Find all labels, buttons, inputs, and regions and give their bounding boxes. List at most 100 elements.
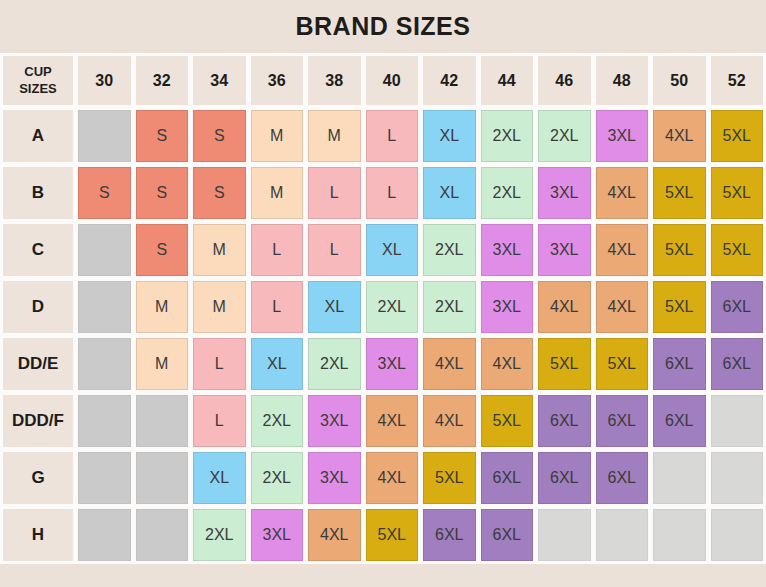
size-cell: M [136,338,189,390]
band-size-header-cell: 32 [136,56,189,105]
empty-cell [538,509,591,561]
size-cell: 4XL [596,281,649,333]
size-cell: XL [193,452,246,504]
empty-cell [711,509,764,561]
size-cell: M [308,110,361,162]
size-cell: 6XL [711,338,764,390]
size-cell: 6XL [481,452,534,504]
empty-cell [78,395,131,447]
cup-size-label-cell: A [3,110,73,162]
size-cell: XL [423,167,476,219]
empty-cell [78,281,131,333]
size-cell: 4XL [366,395,419,447]
size-cell: 6XL [711,281,764,333]
size-cell: 6XL [596,395,649,447]
size-cell: 3XL [538,167,591,219]
empty-cell [78,452,131,504]
size-cell: 3XL [308,395,361,447]
size-cell: L [193,395,246,447]
band-size-header-cell: 50 [653,56,706,105]
size-cell: M [251,110,304,162]
band-size-header-cell: 30 [78,56,131,105]
empty-cell [136,509,189,561]
size-cell: 3XL [596,110,649,162]
size-cell: XL [423,110,476,162]
size-cell: M [193,224,246,276]
band-size-header-cell: 44 [481,56,534,105]
size-cell: S [136,110,189,162]
size-cell: 3XL [481,224,534,276]
size-cell: 5XL [481,395,534,447]
size-cell: 5XL [711,110,764,162]
size-cell: 4XL [538,281,591,333]
size-cell: 2XL [193,509,246,561]
band-size-header-cell: 38 [308,56,361,105]
size-cell: 2XL [366,281,419,333]
size-cell: S [136,224,189,276]
size-cell: L [366,110,419,162]
corner-header-cell: CUP SIZES [3,56,73,105]
size-cell: 2XL [423,281,476,333]
size-cell: 5XL [711,167,764,219]
size-cell: 6XL [481,509,534,561]
empty-cell [653,509,706,561]
size-cell: 4XL [308,509,361,561]
cup-size-label-cell: DDD/F [3,395,73,447]
size-cell: 5XL [538,338,591,390]
size-cell: 5XL [653,281,706,333]
size-cell: 6XL [538,452,591,504]
empty-cell [136,452,189,504]
size-cell: 2XL [538,110,591,162]
size-cell: 4XL [423,395,476,447]
size-cell: 3XL [308,452,361,504]
band-size-header-cell: 40 [366,56,419,105]
page-title: BRAND SIZES [296,12,471,41]
size-cell: XL [366,224,419,276]
size-cell: 4XL [366,452,419,504]
size-cell: 5XL [423,452,476,504]
cup-size-label-cell: H [3,509,73,561]
size-cell: M [136,281,189,333]
size-cell: 6XL [423,509,476,561]
empty-cell [78,509,131,561]
size-cell: L [251,224,304,276]
band-size-header-cell: 36 [251,56,304,105]
title-bar: BRAND SIZES [0,0,766,53]
cup-size-label-cell: G [3,452,73,504]
empty-cell [653,452,706,504]
empty-cell [78,110,131,162]
size-cell: S [193,167,246,219]
size-cell: L [308,224,361,276]
size-cell: 4XL [653,110,706,162]
cup-size-label-cell: DD/E [3,338,73,390]
size-cell: 4XL [481,338,534,390]
size-cell: 2XL [423,224,476,276]
size-cell: 2XL [251,395,304,447]
cup-size-label-cell: B [3,167,73,219]
size-cell: 6XL [653,395,706,447]
band-size-header-cell: 48 [596,56,649,105]
empty-cell [711,395,764,447]
size-cell: S [136,167,189,219]
empty-cell [711,452,764,504]
size-cell: 2XL [308,338,361,390]
size-cell: 4XL [596,167,649,219]
size-cell: M [193,281,246,333]
size-cell: S [193,110,246,162]
size-cell: 2XL [481,167,534,219]
band-size-header-cell: 46 [538,56,591,105]
size-cell: M [251,167,304,219]
size-chart-page: BRAND SIZES CUP SIZES 303234363840424446… [0,0,766,587]
size-cell: 5XL [596,338,649,390]
size-chart: CUP SIZES 303234363840424446485052ASSMML… [0,53,766,564]
empty-cell [596,509,649,561]
size-cell: 3XL [366,338,419,390]
band-size-header-cell: 52 [711,56,764,105]
size-cell: 6XL [538,395,591,447]
band-size-header-cell: 34 [193,56,246,105]
band-size-header-cell: 42 [423,56,476,105]
size-cell: 5XL [711,224,764,276]
empty-cell [78,338,131,390]
empty-cell [78,224,131,276]
size-cell: 6XL [653,338,706,390]
